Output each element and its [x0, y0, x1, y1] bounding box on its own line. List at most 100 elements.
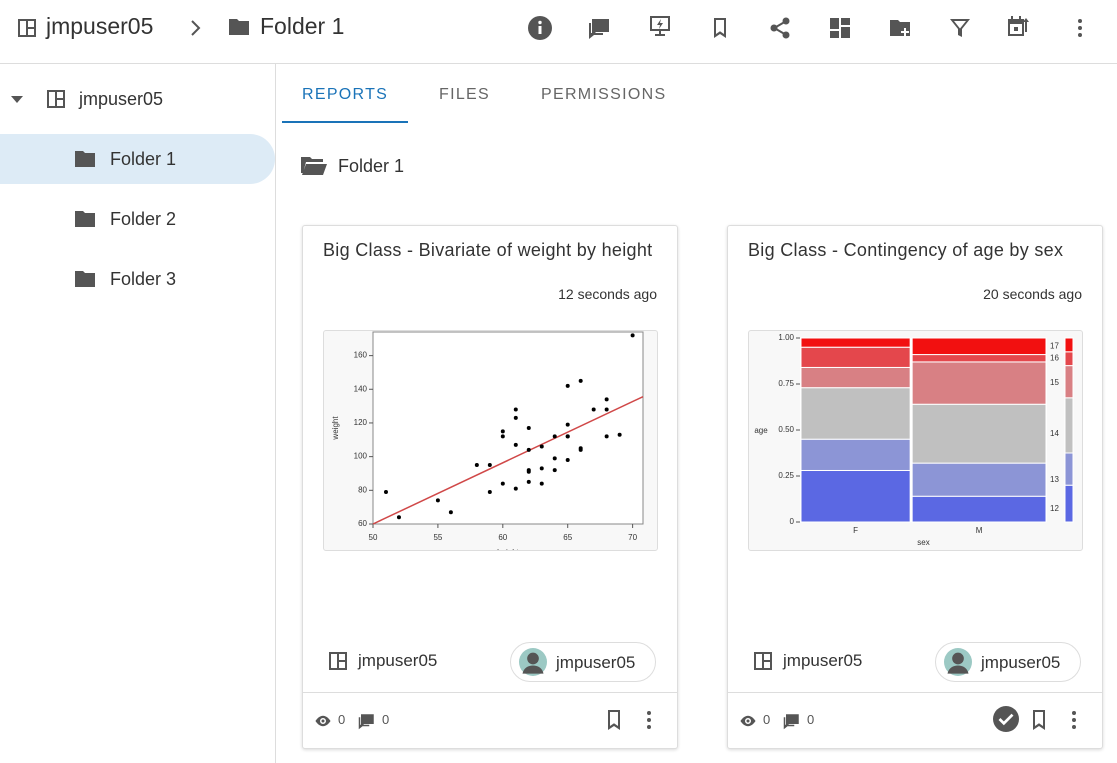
mosaic-cell	[800, 438, 911, 471]
point	[500, 434, 505, 439]
bookmark-button[interactable]	[1027, 708, 1051, 732]
x-tick-label: 55	[433, 533, 442, 542]
share-button[interactable]	[768, 16, 792, 40]
legend-label: 13	[1050, 475, 1059, 484]
plot-area	[372, 331, 644, 525]
y-tick-label: 80	[358, 485, 367, 494]
new-folder-button[interactable]	[888, 16, 912, 40]
project-icon	[326, 649, 350, 673]
report-card[interactable]: Big Class - Bivariate of weight by heigh…	[302, 225, 678, 749]
point	[552, 434, 557, 439]
x-axis-label: height	[497, 548, 520, 550]
info-button[interactable]	[528, 16, 552, 40]
marginal-cell	[1064, 484, 1074, 523]
sidebar: jmpuser05 Folder 1 Folder 2 Folder 3	[0, 64, 276, 763]
point	[383, 490, 388, 494]
card-title[interactable]: Big Class - Contingency of age by sex	[748, 240, 1064, 260]
comments-count: 0	[807, 712, 815, 727]
y-tick-label: 0	[790, 517, 795, 526]
project-icon	[15, 16, 39, 40]
avatar	[519, 648, 547, 676]
breadcrumb-separator	[191, 20, 201, 36]
tab[interactable]: FILES	[439, 86, 490, 103]
legend-label: 15	[1050, 378, 1059, 387]
point	[513, 407, 518, 412]
y-tick-label: 120	[354, 418, 368, 427]
point	[513, 442, 518, 447]
x-axis-label: sex	[917, 538, 929, 547]
marginal-cell	[1064, 337, 1074, 353]
point	[513, 415, 518, 420]
card-time: 20 seconds ago	[983, 286, 1082, 302]
point	[487, 490, 492, 494]
point	[552, 456, 557, 461]
author-name: jmpuser05	[556, 653, 636, 672]
mosaic-cell	[911, 403, 1047, 464]
expand-arrow[interactable]	[9, 94, 25, 104]
comments-icon	[783, 712, 801, 730]
point	[617, 432, 622, 437]
tree-folder[interactable]: Folder 3	[110, 269, 177, 289]
comments-button[interactable]	[588, 16, 612, 40]
bookmark-button[interactable]	[602, 708, 626, 732]
mosaic-cell	[800, 387, 911, 440]
published-check	[993, 706, 1019, 732]
tab-active[interactable]: REPORTS	[302, 86, 389, 103]
folder-icon	[73, 267, 97, 291]
more-button[interactable]	[1062, 708, 1086, 732]
point	[630, 333, 635, 338]
card-divider	[303, 692, 677, 693]
tab[interactable]: PERMISSIONS	[541, 86, 667, 103]
author-chip[interactable]: jmpuser05	[510, 642, 656, 682]
views-count: 0	[763, 712, 771, 727]
more-button[interactable]	[637, 708, 661, 732]
point	[578, 447, 583, 452]
legend-label: 16	[1050, 353, 1059, 362]
marginal-cell	[1064, 452, 1074, 486]
dashboard-button[interactable]	[828, 16, 852, 40]
breadcrumb-link[interactable]: jmpuser05	[46, 13, 154, 39]
y-axis-label: age	[754, 426, 768, 435]
point	[513, 486, 518, 491]
schedule-button[interactable]	[1006, 14, 1030, 38]
comments-icon	[358, 712, 376, 730]
y-tick-label: 160	[354, 351, 368, 360]
tree-root[interactable]: jmpuser05	[79, 89, 164, 109]
y-tick-label: 0.25	[778, 471, 794, 480]
y-tick-label: 60	[358, 519, 367, 528]
point	[591, 407, 596, 412]
more-button[interactable]	[1068, 16, 1092, 40]
card-title[interactable]: Big Class - Bivariate of weight by heigh…	[323, 240, 653, 260]
owner-project[interactable]: jmpuser05	[783, 651, 863, 670]
mosaic-cell	[911, 337, 1047, 356]
x-tick-label: 50	[369, 533, 378, 542]
point	[565, 458, 570, 462]
open-folder-icon	[301, 157, 327, 175]
point	[552, 468, 557, 473]
present-button[interactable]	[648, 14, 672, 38]
author-chip[interactable]: jmpuser05	[935, 642, 1081, 682]
folder-icon	[73, 147, 97, 171]
x-tick-label: 60	[498, 533, 507, 542]
point	[526, 479, 531, 484]
x-tick-label: 65	[563, 533, 572, 542]
views-icon	[314, 712, 332, 730]
views-icon	[739, 712, 757, 730]
project-icon	[44, 87, 68, 111]
point	[578, 378, 583, 383]
filter-button[interactable]	[948, 16, 972, 40]
mosaic-cell	[911, 354, 1047, 363]
point	[448, 510, 453, 515]
owner-project[interactable]: jmpuser05	[358, 651, 438, 670]
bookmark-button[interactable]	[708, 16, 732, 40]
marginal-cell	[1064, 351, 1074, 367]
y-tick-label: 0.75	[778, 379, 794, 388]
tree-folder[interactable]: Folder 2	[110, 209, 177, 229]
tree-folder[interactable]: Folder 1	[110, 149, 177, 169]
point	[500, 429, 505, 434]
mosaic-cell	[911, 495, 1047, 523]
point	[500, 481, 505, 486]
tab-indicator	[282, 121, 408, 123]
report-card[interactable]: Big Class - Contingency of age by sex 20 …	[727, 225, 1103, 749]
point	[526, 469, 531, 474]
